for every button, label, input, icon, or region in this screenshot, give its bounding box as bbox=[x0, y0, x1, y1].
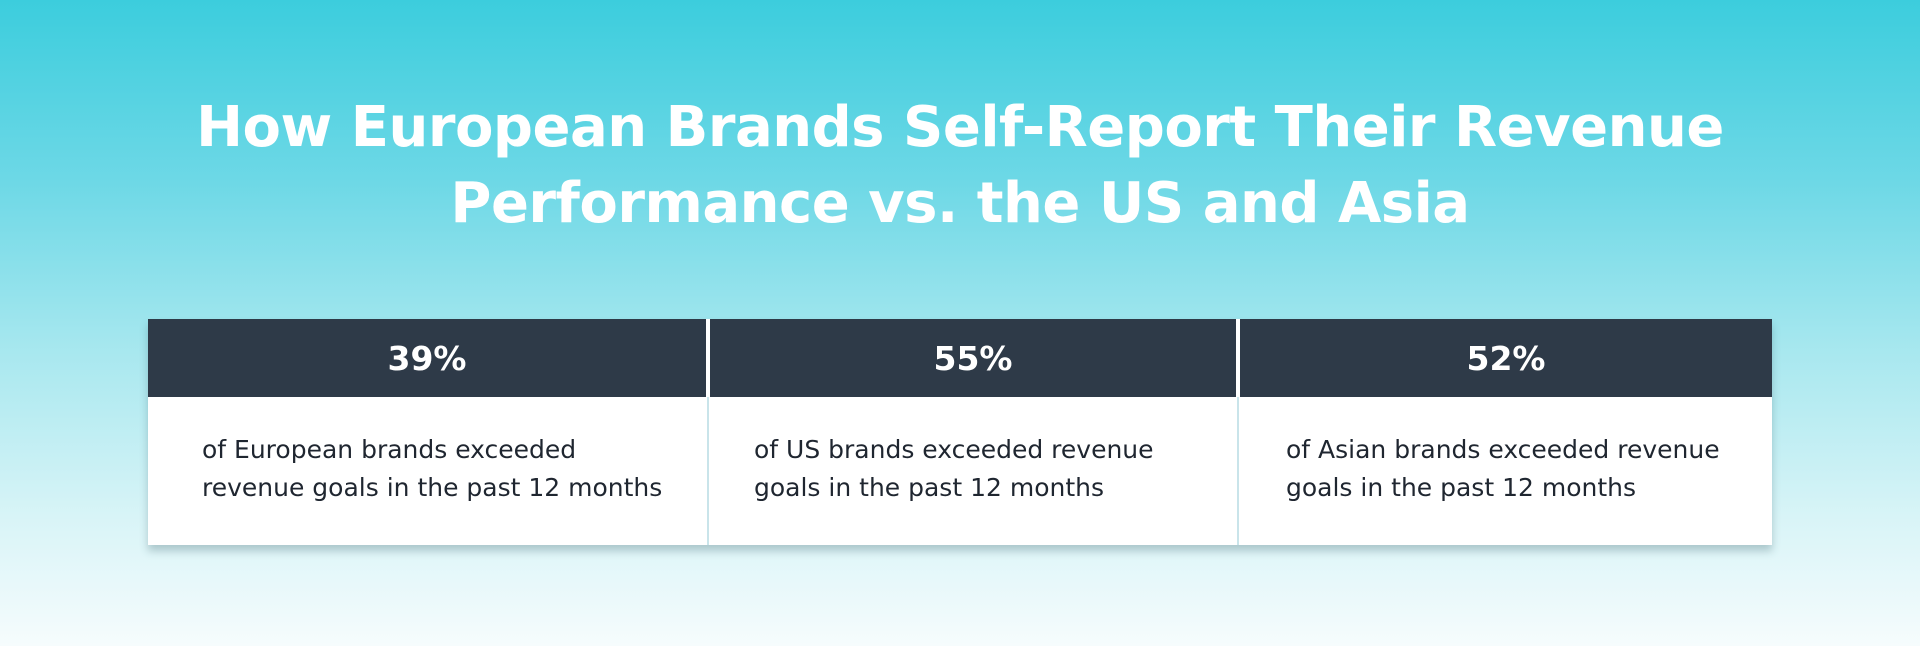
stat-description-line: of European brands exceeded bbox=[202, 435, 577, 464]
stats-table: 39% of European brands exceeded revenue … bbox=[148, 319, 1772, 545]
stat-description-us: of US brands exceeded revenue goals in t… bbox=[710, 397, 1236, 545]
stat-description-line: of US brands exceeded revenue bbox=[754, 435, 1154, 464]
stat-description-line: goals in the past 12 months bbox=[754, 473, 1104, 502]
column-divider bbox=[1237, 397, 1239, 545]
stat-description-line: of Asian brands exceeded revenue bbox=[1286, 435, 1720, 464]
page-title: How European Brands Self-Report Their Re… bbox=[0, 90, 1920, 242]
title-line-2: Performance vs. the US and Asia bbox=[450, 171, 1470, 236]
stat-percent-us: 55% bbox=[933, 338, 1013, 378]
stat-description-line: goals in the past 12 months bbox=[1286, 473, 1636, 502]
stat-percent-europe: 39% bbox=[387, 338, 467, 378]
column-divider bbox=[707, 397, 709, 545]
stat-header-asia: 52% bbox=[1240, 319, 1772, 397]
stat-description-asia: of Asian brands exceeded revenue goals i… bbox=[1240, 397, 1772, 545]
stat-column-us: 55% of US brands exceeded revenue goals … bbox=[710, 319, 1236, 545]
stat-percent-asia: 52% bbox=[1466, 338, 1546, 378]
stat-description-europe: of European brands exceeded revenue goal… bbox=[148, 397, 706, 545]
stat-column-asia: 52% of Asian brands exceeded revenue goa… bbox=[1240, 319, 1772, 545]
stat-header-europe: 39% bbox=[148, 319, 706, 397]
stat-description-line: revenue goals in the past 12 months bbox=[202, 473, 663, 502]
stat-header-us: 55% bbox=[710, 319, 1236, 397]
stat-column-europe: 39% of European brands exceeded revenue … bbox=[148, 319, 706, 545]
title-line-1: How European Brands Self-Report Their Re… bbox=[196, 95, 1724, 160]
